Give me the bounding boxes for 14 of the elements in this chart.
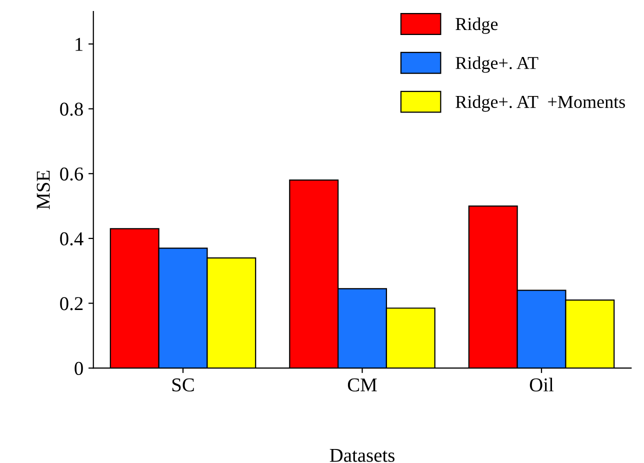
legend-label: Ridge+. AT +Moments [456, 95, 625, 112]
y-tick-label: 0 [74, 362, 83, 376]
y-tick-label: 0.2 [60, 297, 83, 310]
legend-label: Ridge [456, 17, 498, 34]
y-axis-title: MSE [36, 170, 50, 210]
y-tick-label: 0.6 [60, 167, 84, 181]
x-tick-label: SC [172, 378, 194, 392]
x-tick-label: Oil [530, 378, 554, 392]
legend-label: Ridge+. AT [456, 56, 538, 73]
y-tick-label: 1 [76, 38, 82, 51]
x-axis-title: Datasets [330, 448, 394, 462]
x-tick-label: CM [348, 378, 377, 392]
y-tick-label: 0.4 [60, 232, 84, 246]
y-tick-label: 0.8 [60, 102, 83, 116]
